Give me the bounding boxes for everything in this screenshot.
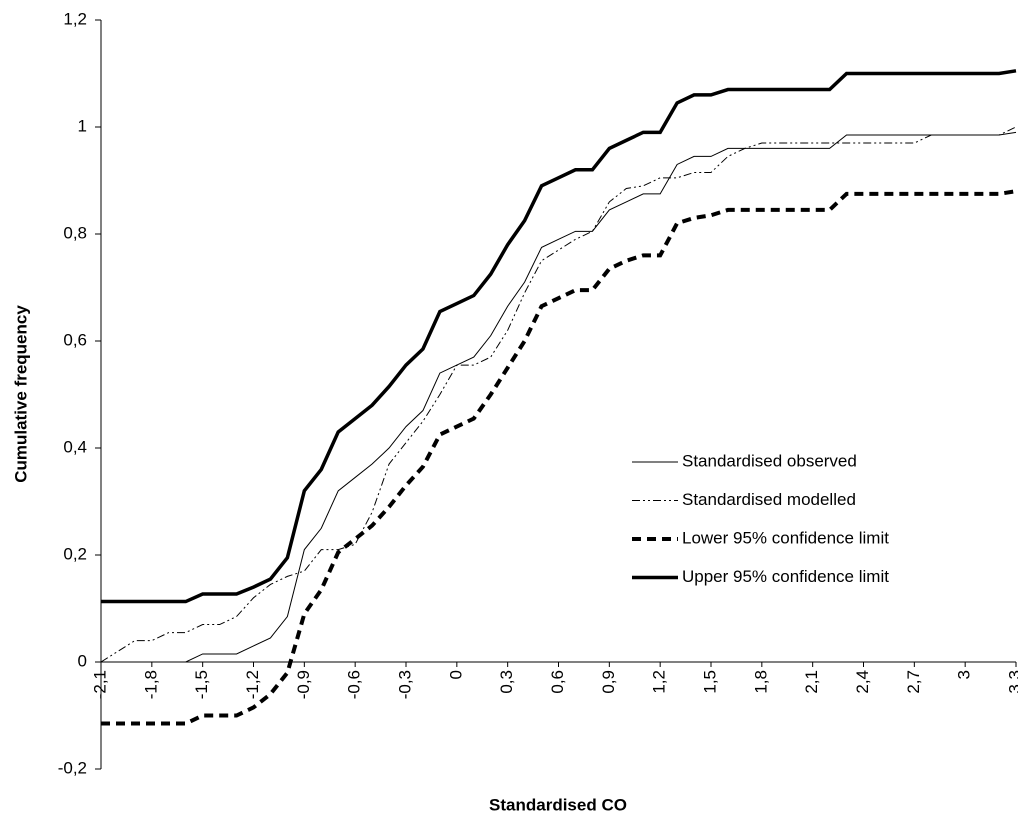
y-axis-title: Cumulative frequency xyxy=(11,305,30,483)
x-tick-label: -1,5 xyxy=(192,670,211,699)
series-line xyxy=(100,126,1017,663)
series-line xyxy=(101,69,1017,604)
series-line xyxy=(101,189,1017,726)
y-tick-label: 0,2 xyxy=(63,544,87,563)
x-tick-label: 0 xyxy=(446,670,465,679)
x-tick-label: -0,6 xyxy=(345,670,364,699)
x-tick-label: -0,9 xyxy=(294,670,313,699)
series-line xyxy=(101,131,1017,663)
x-tick-label: 3 xyxy=(955,670,974,679)
x-tick-label: 1,2 xyxy=(650,670,669,694)
x-tick-label: 2,4 xyxy=(853,670,872,694)
x-tick-label: 1,8 xyxy=(751,670,770,694)
x-tick-label: 2,1 xyxy=(802,670,821,694)
x-tick-label: -2,1 xyxy=(90,670,109,699)
x-tick-label: -1,8 xyxy=(141,670,160,699)
y-tick-label: 1,2 xyxy=(63,9,87,28)
legend-label: Lower 95% confidence limit xyxy=(682,528,889,547)
y-tick-label: 0,6 xyxy=(63,330,87,349)
x-axis-title: Standardised CO xyxy=(489,795,627,814)
legend-label: Upper 95% confidence limit xyxy=(682,567,889,586)
y-tick-label: 0,8 xyxy=(63,223,87,242)
y-tick-label: 1 xyxy=(78,116,87,135)
x-tick-label: -1,2 xyxy=(243,670,262,699)
x-tick-label: 3,3 xyxy=(1005,670,1018,694)
legend-label: Standardised modelled xyxy=(682,490,856,509)
y-tick-label: 0,4 xyxy=(63,437,87,456)
x-tick-label: 2,7 xyxy=(904,670,923,694)
y-tick-label: -0,2 xyxy=(58,758,87,777)
x-tick-label: 0,3 xyxy=(497,670,516,694)
y-tick-label: 0 xyxy=(78,651,87,670)
x-tick-label: -0,3 xyxy=(395,670,414,699)
x-tick-label: 0,6 xyxy=(548,670,567,694)
x-tick-label: 1,5 xyxy=(700,670,719,694)
x-tick-label: 0,9 xyxy=(599,670,618,694)
legend-label: Standardised observed xyxy=(682,451,857,470)
